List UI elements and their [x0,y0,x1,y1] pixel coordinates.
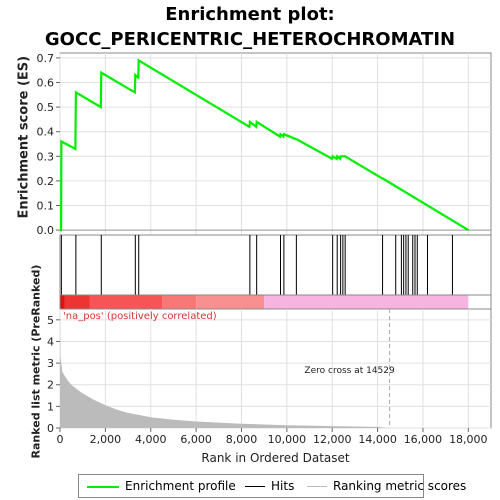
hits-panel [59,234,492,296]
plot-title-line2: GOCC_PERICENTRIC_HETEROCHROMATIN [44,29,456,50]
metric-ytick-label: 0 [47,422,54,435]
legend-hits-label: Hits [271,479,295,493]
es-ytick-label: 0.0 [37,224,55,237]
heat-segment-1 [64,295,90,309]
heat-bar [59,294,492,310]
metric-panel: 0 1 2 3 4 5 Zero cross at 14529 'na_pos' (posit… [47,308,492,435]
legend-ranking-swatch [307,486,327,487]
x-axis: 0 2,000 4,000 6,000 8,000 10,000 12,000 14,000 1… [57,428,488,446]
x-tick-label: 18,000 [449,433,488,446]
x-axis-label: Rank in Ordered Dataset [201,451,350,465]
metric-ytick-label: 2 [47,379,54,392]
x-tick-label: 2,000 [90,433,122,446]
x-tick-label: 6,000 [180,433,212,446]
heat-segment-0 [60,295,65,309]
hits-frame [59,234,492,296]
legend: Enrichment profile Hits Ranking metric s… [78,474,466,498]
es-ytick-label: 0.5 [37,101,55,114]
es-ytick-label: 0.1 [37,199,55,212]
legend-hits-swatch [245,486,265,487]
metric-ytick-label: 5 [47,314,54,327]
heat-segment-2 [89,295,163,309]
legend-ranking-label: Ranking metric scores [333,479,467,493]
heat-segment-5 [264,295,469,309]
positive-correlation-label: 'na_pos' (positively correlated) [63,311,217,322]
zero-cross-label: Zero cross at 14529 [304,366,395,376]
es-ytick-label: 0.6 [37,77,55,90]
enrichment-profile-line [60,58,469,232]
x-tick-label: 0 [57,433,64,446]
x-tick-label: 4,000 [135,433,167,446]
x-tick-label: 14,000 [358,433,397,446]
es-ytick-label: 0.2 [37,175,55,188]
x-tick-label: 16,000 [404,433,443,446]
es-ytick-label: 0.4 [37,126,55,139]
metric-frame [59,308,492,429]
heat-segment-4 [196,295,265,309]
x-tick-label: 8,000 [226,433,258,446]
legend-enrichment-label: Enrichment profile [125,479,236,493]
es-frame [59,52,492,236]
metric-ytick-label: 1 [47,400,54,413]
plot-title-line1: Enrichment plot: [165,4,335,25]
metric-ytick-label: 3 [47,357,54,370]
metric-ytick-label: 4 [47,335,54,348]
legend-enrichment-swatch [87,486,119,488]
es-ytick-label: 0.3 [37,150,55,163]
x-tick-label: 10,000 [268,433,307,446]
es-panel: 0.0 0.1 0.2 0.3 0.4 0.5 0.6 0.7 [37,52,492,237]
heat-segment-3 [162,295,197,309]
ranking-metric-area [60,313,390,428]
es-ytick-label: 0.7 [37,52,55,65]
x-tick-label: 12,000 [313,433,352,446]
